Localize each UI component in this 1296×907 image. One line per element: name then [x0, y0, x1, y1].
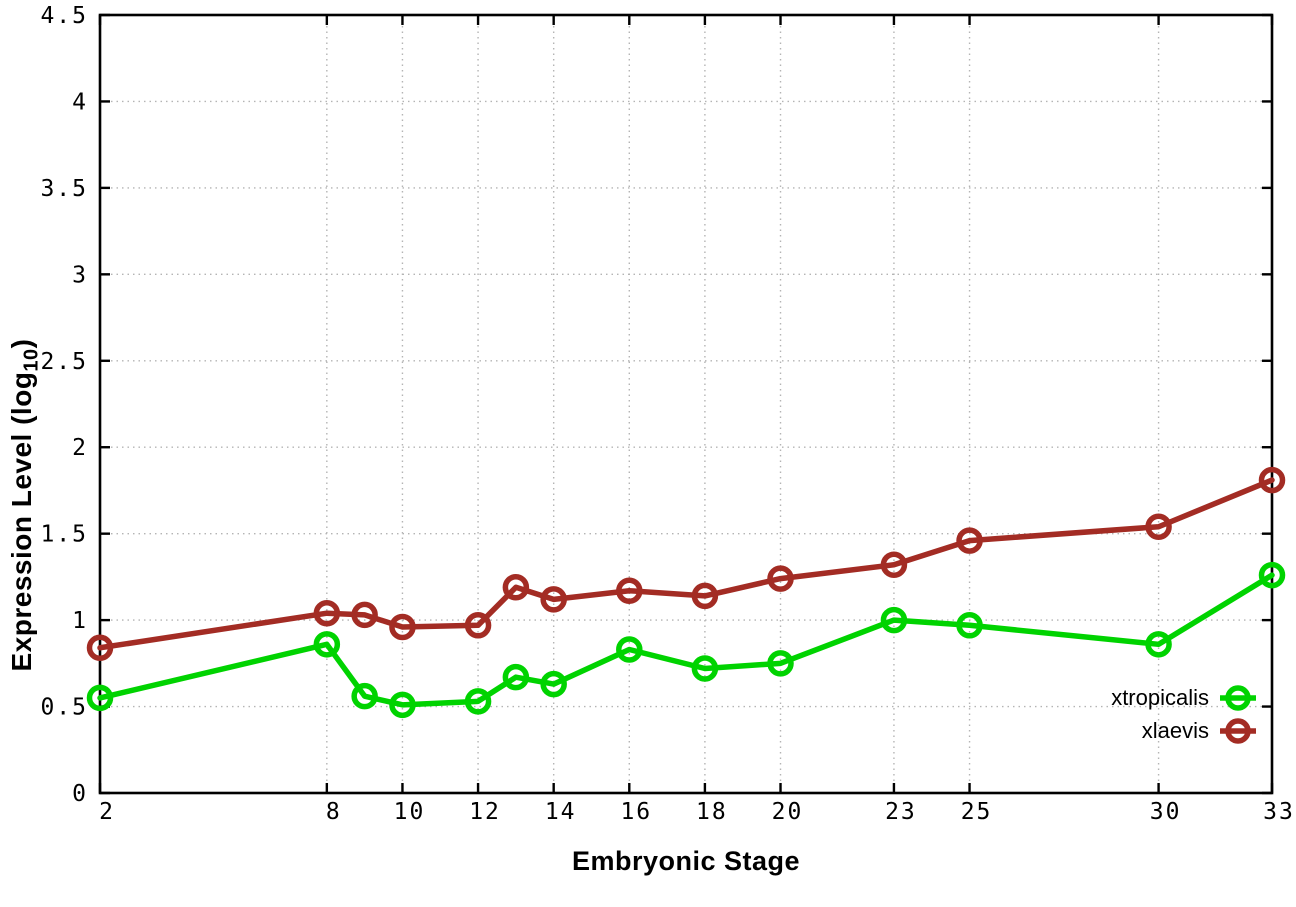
x-axis-title: Embryonic Stage	[571, 846, 801, 876]
data-point-xlaevis	[313, 599, 341, 627]
legend-marker-xtropicalis-icon	[1220, 685, 1256, 711]
data-point-xlaevis	[351, 601, 378, 629]
y-tick-label: 2.5	[40, 349, 88, 375]
data-point-xlaevis	[389, 613, 416, 641]
data-point-xtropicalis	[502, 663, 530, 691]
x-tick-label: 33	[1263, 799, 1295, 825]
data-point-xlaevis	[1145, 513, 1172, 541]
data-point-xlaevis	[464, 612, 492, 639]
x-tick-label: 14	[545, 799, 577, 825]
data-point-xtropicalis	[880, 606, 908, 634]
data-point-xlaevis	[616, 577, 643, 604]
legend-entry-xlaevis: xlaevis	[1142, 717, 1258, 745]
y-axis-title-text: Expression Level (log	[6, 371, 37, 672]
data-point-xlaevis	[691, 582, 719, 610]
x-tick-label: 30	[1150, 799, 1182, 825]
data-point-xtropicalis	[956, 612, 983, 639]
x-tick-label: 12	[469, 799, 501, 825]
y-tick-label: 2	[72, 435, 88, 461]
data-point-xlaevis	[502, 574, 530, 601]
y-axis-title: Expression Level (log10)	[6, 338, 43, 672]
data-point-xtropicalis	[313, 631, 341, 658]
data-point-xtropicalis	[616, 636, 643, 663]
data-point-xtropicalis	[540, 670, 567, 698]
legend-entry-xtropicalis: xtropicalis	[1111, 684, 1258, 712]
data-point-xtropicalis	[464, 688, 492, 715]
plot-border	[98, 13, 1274, 795]
y-axis-title-close: )	[6, 338, 37, 349]
x-tick-label: 10	[394, 799, 426, 825]
x-tick-label: 23	[885, 799, 917, 825]
y-tick-label: 0.5	[40, 695, 88, 721]
data-point-xlaevis	[956, 527, 983, 554]
data-point-xtropicalis	[389, 691, 416, 719]
x-tick-label: 20	[772, 799, 804, 825]
data-point-xtropicalis	[767, 650, 794, 677]
y-axis-title-subscript: 10	[20, 348, 43, 372]
data-point-xlaevis	[540, 586, 567, 613]
data-point-xlaevis	[86, 634, 114, 662]
y-tick-label: 3.5	[40, 176, 88, 202]
y-tick-label: 1.5	[40, 522, 88, 548]
legend-label-xlaevis: xlaevis	[1141, 718, 1209, 743]
data-point-xtropicalis	[86, 684, 114, 712]
x-tick-label: 2	[99, 799, 115, 825]
legend-marker-xlaevis-icon	[1220, 718, 1256, 744]
y-tick-label: 1	[72, 608, 88, 634]
x-tick-label: 16	[620, 799, 652, 825]
data-point-xlaevis	[767, 565, 794, 592]
y-tick-label: 4	[72, 89, 88, 115]
y-tick-label: 3	[72, 262, 88, 288]
y-tick-label: 4.5	[40, 3, 88, 29]
data-point-xtropicalis	[1258, 561, 1286, 589]
x-tick-label: 25	[961, 799, 993, 825]
x-tick-label: 8	[326, 799, 342, 825]
data-point-xlaevis	[880, 551, 908, 579]
data-point-xtropicalis	[691, 655, 719, 682]
data-point-xlaevis	[1258, 466, 1286, 494]
data-point-xtropicalis	[1145, 631, 1172, 658]
legend-label-xtropicalis: xtropicalis	[1111, 685, 1209, 710]
y-tick-label: 0	[72, 781, 88, 807]
data-point-xtropicalis	[351, 682, 378, 710]
series-line-xlaevis	[97, 477, 1275, 651]
x-tick-label: 18	[696, 799, 728, 825]
